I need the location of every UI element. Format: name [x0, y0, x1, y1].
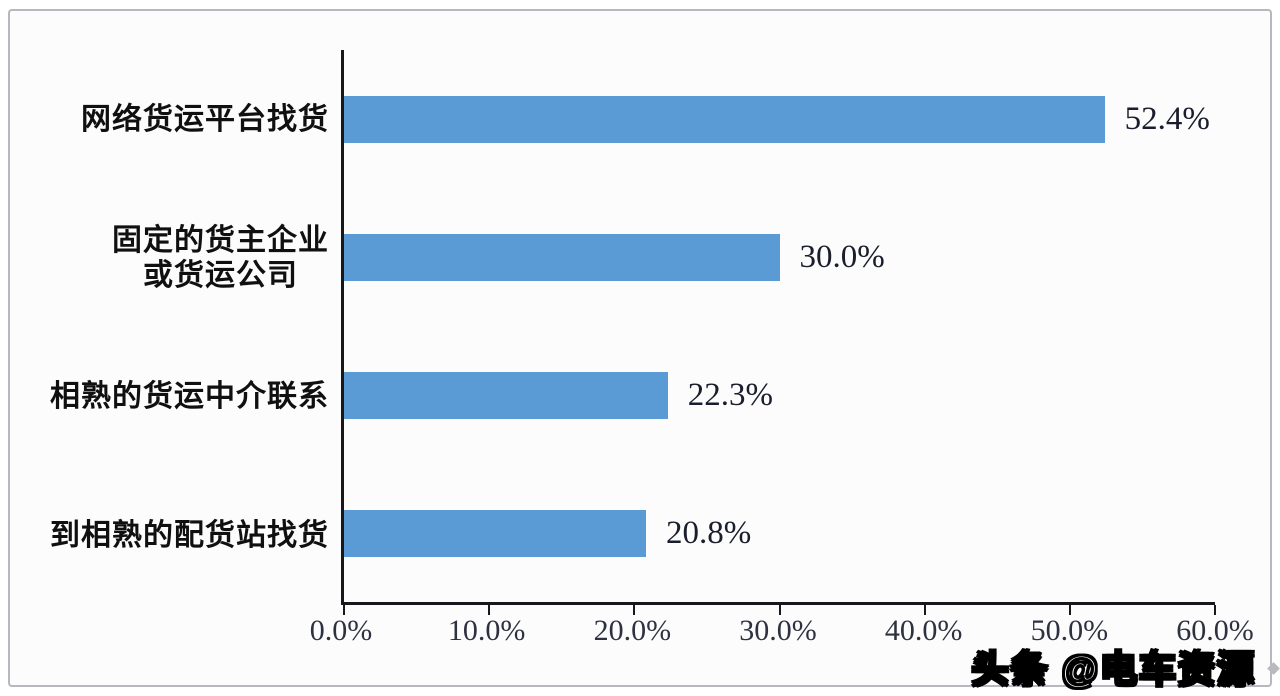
bar-row: 20.8% — [344, 464, 1215, 602]
bar-row: 30.0% — [344, 188, 1215, 326]
x-axis-tick — [923, 605, 926, 615]
bar-3 — [344, 371, 668, 419]
bar-4 — [344, 509, 646, 557]
category-label-row: 到相熟的配货站找货 — [20, 466, 341, 605]
bar-row: 52.4% — [344, 50, 1215, 188]
toutiao-watermark: 头条 @电车资源 — [971, 648, 1256, 691]
x-tick-label-20: 20.0% — [593, 614, 672, 647]
x-axis-tick — [488, 605, 491, 615]
x-tick-label-10: 10.0% — [447, 614, 526, 647]
bar-2 — [344, 233, 780, 281]
category-label-row: 相熟的货运中介联系 — [20, 328, 341, 467]
x-axis-tick — [1214, 605, 1216, 615]
value-label-2: 30.0% — [799, 238, 885, 275]
x-axis-tick — [778, 605, 781, 615]
x-tick-label-30: 30.0% — [739, 614, 817, 647]
value-label-4: 20.8% — [665, 514, 752, 551]
bar-chart: 网络货运平台找货 固定的货主企业 或货运公司 相熟的货运中介联系 到相熟的配货站… — [20, 50, 1216, 615]
bar-row: 22.3% — [344, 326, 1215, 464]
category-labels-column: 网络货运平台找货 固定的货主企业 或货运公司 相熟的货运中介联系 到相熟的配货站… — [20, 50, 341, 605]
x-axis-tick — [1068, 605, 1071, 615]
bar-1 — [344, 95, 1105, 143]
x-axis-tick — [343, 605, 345, 615]
x-axis-tick — [633, 605, 636, 615]
category-label-row: 固定的货主企业 或货运公司 — [20, 189, 341, 328]
x-tick-label-50: 50.0% — [1030, 614, 1109, 647]
category-label-4: 到相熟的配货站找货 — [50, 518, 329, 552]
x-tick-label-60: 60.0% — [1176, 614, 1254, 647]
category-label-2: 固定的货主企业 或货运公司 — [112, 223, 329, 293]
x-tick-label-0: 0.0% — [309, 614, 373, 647]
value-label-3: 22.3% — [687, 376, 773, 413]
x-tick-label-40: 40.0% — [884, 614, 963, 647]
x-axis: 0.0% 10.0% 20.0% 30.0% 40.0% 50.0% 60.0% — [310, 614, 1254, 654]
value-label-1: 52.4% — [1124, 100, 1210, 137]
category-label-row: 网络货运平台找货 — [20, 50, 341, 189]
category-label-3: 相熟的货运中介联系 — [50, 380, 329, 414]
plot-area: 52.4% 30.0% 22.3% 20.8% — [341, 50, 1216, 615]
category-label-1: 网络货运平台找货 — [81, 102, 329, 136]
